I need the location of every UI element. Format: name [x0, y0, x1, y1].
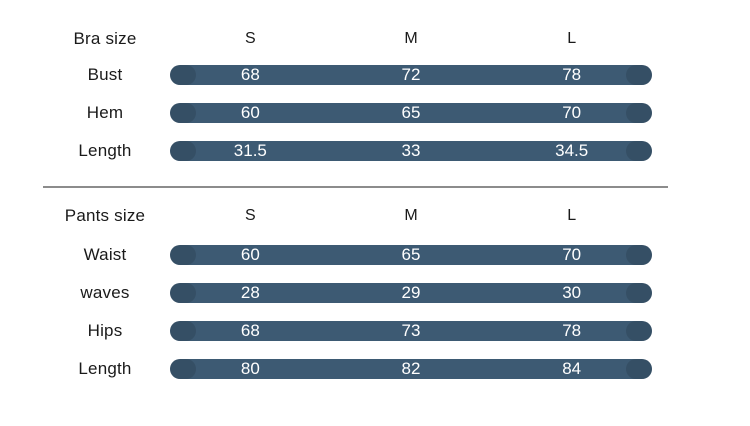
size-value-m: 33 — [401, 141, 421, 160]
bar-area: 68 73 78 — [170, 321, 652, 341]
column-headers: S M L — [170, 207, 652, 225]
size-bar: 60 65 70 — [170, 245, 652, 265]
bar-area: 68 72 78 — [170, 65, 652, 85]
table-row: Bust 68 72 78 — [0, 56, 750, 94]
column-headers: S M L — [170, 30, 652, 48]
size-value-m: 29 — [401, 283, 421, 302]
size-value-s: 60 — [240, 245, 260, 264]
size-value-l: 30 — [562, 283, 582, 302]
bra-size-section: Bra size S M L Bust 68 72 78 Hem 60 — [0, 0, 750, 170]
size-value-s: 28 — [240, 283, 260, 302]
bar-area: 28 29 30 — [170, 283, 652, 303]
bra-size-header-row: Bra size S M L — [0, 22, 750, 56]
row-label: Length — [78, 359, 132, 378]
column-header-s: S — [245, 207, 256, 224]
size-bar: 68 72 78 — [170, 65, 652, 85]
size-value-l: 78 — [562, 65, 582, 84]
column-header-m: M — [404, 30, 418, 47]
section-title: Bra size — [73, 29, 137, 48]
pants-size-header-row: Pants size S M L — [0, 196, 750, 236]
size-value-m: 73 — [401, 321, 421, 340]
size-value-m: 65 — [401, 245, 421, 264]
size-value-s: 68 — [240, 65, 260, 84]
pants-size-section: Pants size S M L Waist 60 65 70 waves 28 — [0, 196, 750, 388]
row-label: Hips — [87, 321, 123, 340]
size-value-l: 70 — [562, 103, 582, 122]
row-label: Bust — [87, 65, 123, 84]
section-divider — [43, 186, 668, 188]
table-row: Length 80 82 84 — [0, 350, 750, 388]
bar-area: 60 65 70 — [170, 245, 652, 265]
size-value-l: 70 — [562, 245, 582, 264]
row-label: Hem — [86, 103, 124, 122]
size-value-m: 65 — [401, 103, 421, 122]
column-header-l: L — [567, 207, 577, 224]
size-value-l: 78 — [562, 321, 582, 340]
table-row: Waist 60 65 70 — [0, 236, 750, 274]
row-label: waves — [80, 283, 130, 302]
size-value-s: 60 — [240, 103, 260, 122]
size-value-s: 80 — [240, 359, 260, 378]
size-bar: 60 65 70 — [170, 103, 652, 123]
size-value-s: 68 — [240, 321, 260, 340]
table-row: Length 31.5 33 34.5 — [0, 132, 750, 170]
column-header-l: L — [567, 30, 577, 47]
size-bar: 68 73 78 — [170, 321, 652, 341]
column-header-s: S — [245, 30, 256, 47]
size-bar: 31.5 33 34.5 — [170, 141, 652, 161]
table-row: waves 28 29 30 — [0, 274, 750, 312]
size-bar: 28 29 30 — [170, 283, 652, 303]
size-bar: 80 82 84 — [170, 359, 652, 379]
bar-area: 60 65 70 — [170, 103, 652, 123]
bar-area: 80 82 84 — [170, 359, 652, 379]
size-value-m: 72 — [401, 65, 421, 84]
section-title: Pants size — [64, 206, 146, 225]
table-row: Hips 68 73 78 — [0, 312, 750, 350]
row-label: Length — [78, 141, 132, 160]
column-header-m: M — [404, 207, 418, 224]
size-value-l: 34.5 — [555, 141, 589, 160]
size-value-l: 84 — [562, 359, 582, 378]
bar-area: 31.5 33 34.5 — [170, 141, 652, 161]
size-value-m: 82 — [401, 359, 421, 378]
table-row: Hem 60 65 70 — [0, 94, 750, 132]
size-value-s: 31.5 — [233, 141, 267, 160]
row-label: Waist — [83, 245, 127, 264]
